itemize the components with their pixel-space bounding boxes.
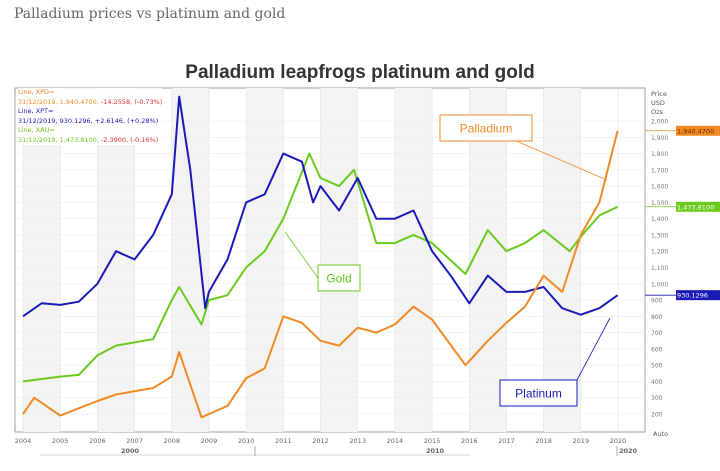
series-line-platinum: [22, 95, 619, 318]
y-tick-label: 200: [651, 412, 663, 419]
last-price-badge: [676, 125, 720, 136]
y-tick-label: 800: [651, 314, 663, 321]
chart-title: Palladium leapfrogs platinum and gold: [185, 62, 535, 83]
page-title: Palladium prices vs platinum and gold: [14, 6, 286, 22]
year-band: [394, 88, 433, 432]
legend-xpt: Line, XPT= 31/12/2019, 930.1296, +2.6146,…: [18, 107, 159, 125]
series-line-palladium: [22, 130, 619, 419]
decade-label: 2000: [121, 447, 140, 455]
y-tick-label: 300: [651, 395, 663, 402]
year-band: [543, 88, 581, 432]
y-tick-label: 1,300: [651, 232, 668, 239]
x-tick-label: 2004: [15, 437, 32, 445]
last-price-badge: [676, 201, 720, 212]
y-tick-label: 1,600: [651, 184, 668, 191]
annotation-palladium: Palladium: [460, 122, 513, 136]
annotation-box: [439, 114, 533, 142]
annotation-platinum: Platinum: [515, 387, 562, 401]
x-tick-label: 2012: [312, 437, 329, 445]
annotation-gold: Gold: [326, 272, 351, 286]
y-tick-label: 1,700: [651, 167, 668, 174]
last-price-badge: [676, 290, 720, 301]
x-tick-label: 2010: [238, 437, 255, 445]
x-tick-label: 2020: [610, 437, 627, 445]
y-tick-label: 2,000: [651, 119, 668, 126]
y-tick-label: 400: [651, 379, 663, 386]
series-line-gold: [22, 152, 619, 383]
last-price-label: 1,473.8100: [677, 203, 714, 211]
y-tick-label: 1,200: [651, 249, 668, 256]
annotation-connector: [576, 317, 611, 381]
year-band: [23, 88, 61, 432]
x-tick-label: 2005: [52, 437, 69, 445]
y-tick-label: 1,900: [651, 135, 668, 142]
year-band: [469, 88, 507, 432]
x-tick-label: 2018: [535, 437, 552, 445]
auto-scale-button[interactable]: Auto: [653, 430, 668, 438]
x-tick-label: 2016: [461, 437, 478, 445]
y-tick-label: 1,500: [651, 200, 668, 207]
year-band: [320, 88, 358, 432]
decade-label: 2020: [619, 447, 638, 455]
x-tick-label: 2011: [275, 437, 292, 445]
year-band: [246, 88, 284, 432]
last-price-label: 1,940.4700: [677, 127, 714, 135]
legend-xpd: Line, XPD= 31/12/2019, 1,940.4700, -14.25…: [18, 88, 163, 106]
legend-xau: Line, XAU= 31/12/2019, 1,473.8100, -2.390…: [18, 126, 159, 144]
annotation-box: [317, 264, 361, 292]
y-tick-label: 1,100: [651, 265, 668, 272]
x-tick-label: 2008: [163, 437, 180, 445]
x-tick-label: 2017: [498, 437, 515, 445]
y-tick-label: 900: [651, 298, 663, 305]
y-axis-label: USD: [651, 99, 665, 107]
x-tick-label: 2007: [126, 437, 143, 445]
y-tick-label: 600: [651, 346, 663, 353]
y-tick-label: 500: [651, 363, 663, 370]
y-tick-label: 1,800: [651, 151, 668, 158]
x-tick-label: 2014: [387, 437, 404, 445]
decade-label: 2010: [426, 447, 445, 455]
x-tick-label: 2013: [349, 437, 366, 445]
legend: Line, XPD= 31/12/2019, 1,940.4700, -14.25…: [18, 88, 163, 145]
annotation-box: [499, 379, 578, 407]
x-tick-label: 2009: [201, 437, 218, 445]
year-band: [97, 88, 135, 432]
y-axis-label: Price: [651, 90, 667, 98]
x-tick-label: 2006: [89, 437, 106, 445]
x-tick-label: 2019: [573, 437, 590, 445]
y-tick-label: 1,000: [651, 281, 668, 288]
y-tick-label: 1,400: [651, 216, 668, 223]
annotation-connector: [284, 231, 319, 279]
last-price-label: 930.1296: [677, 292, 708, 300]
y-tick-label: 700: [651, 330, 663, 337]
year-band: [171, 88, 209, 432]
y-axis-label: Ozs: [651, 108, 664, 116]
x-tick-label: 2015: [424, 437, 441, 445]
